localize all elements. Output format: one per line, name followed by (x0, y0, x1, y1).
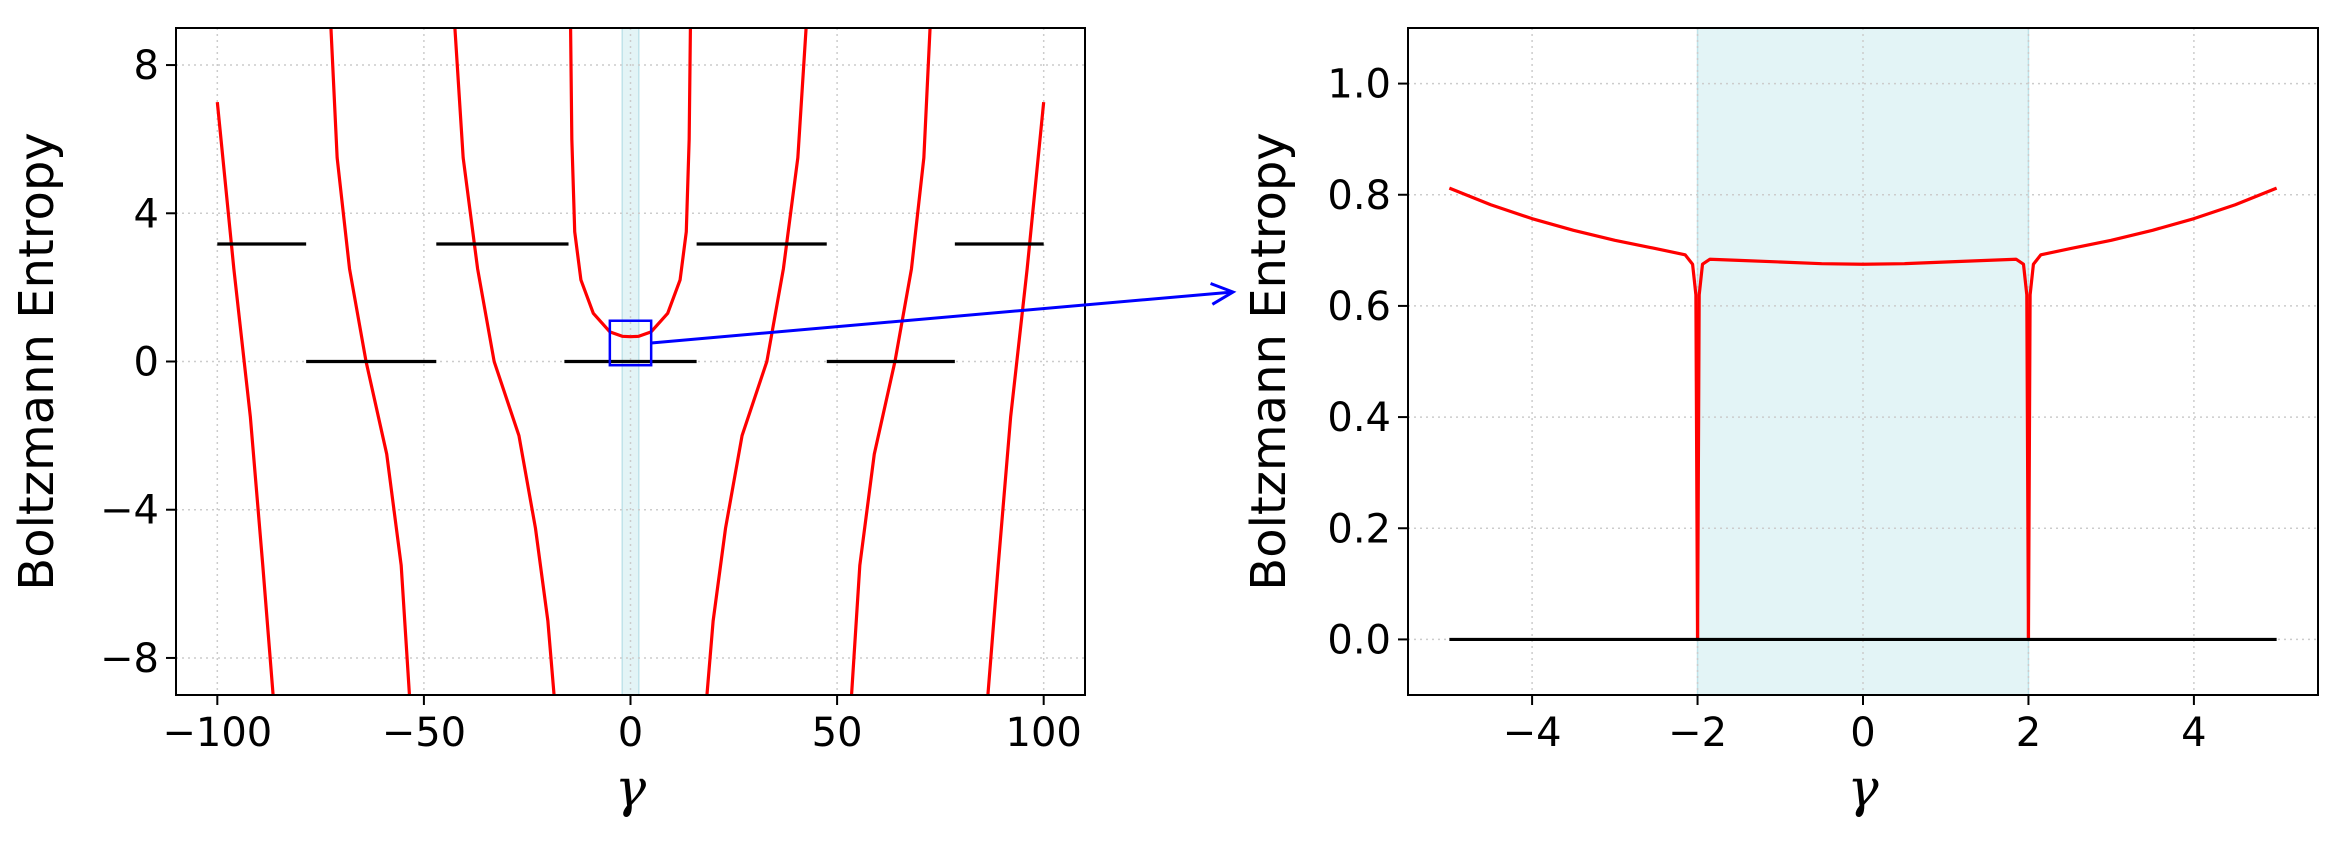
right-red-curve-0 (1448, 186, 1700, 640)
left-x-tick-label: −50 (382, 710, 466, 756)
left-x-tick-label: 100 (1006, 710, 1082, 756)
left-red-curve-4 (705, 27, 808, 696)
left-y-tick-label: −4 (100, 488, 159, 534)
left-series (215, 27, 1046, 696)
left-x-tick-label: −100 (162, 710, 272, 756)
right-y-tick-label: 1.0 (1327, 62, 1391, 108)
right-y-axis-label: Boltzmann Entropy (1241, 132, 1297, 590)
left-y-tick-label: 8 (134, 43, 159, 89)
left-x-axis-label: γ (615, 759, 647, 819)
right-y-tick-label: 0.2 (1327, 506, 1391, 552)
right-x-tick-label: −2 (1668, 710, 1727, 756)
left-red-curve-6 (986, 101, 1046, 696)
right-shaded-region (1696, 28, 2030, 695)
right-red-curve-2 (2026, 186, 2278, 640)
right-y-tick-label: 0.4 (1327, 395, 1391, 441)
right-shaded-band (1697, 28, 2029, 695)
left-y-axis-label: Boltzmann Entropy (9, 132, 65, 590)
right-y-tick-label: 0.6 (1327, 284, 1391, 330)
right-x-tick-label: 0 (1850, 710, 1875, 756)
right-y-tick-label: 0.0 (1327, 617, 1391, 663)
left-x-tick-label: 0 (618, 710, 643, 756)
zoom-arrow-head (1210, 282, 1237, 306)
left-x-ticks: −100 −50 0 50 100 (162, 695, 1082, 756)
zoom-arrow-line (651, 290, 1234, 345)
right-y-ticks: 0.0 0.2 0.4 0.6 0.8 1.0 (1327, 62, 1408, 663)
left-red-curve-2 (453, 27, 556, 696)
zoom-box (608, 319, 653, 367)
left-annotations (608, 319, 653, 367)
right-x-axis-label: γ (1847, 759, 1879, 819)
right-x-ticks: −4 −2 0 2 4 (1503, 695, 2207, 756)
zoom-connector (651, 282, 1237, 345)
left-x-tick-label: 50 (812, 710, 863, 756)
left-chart-panel: −100 −50 0 50 100 −8 −4 0 4 8 γ Boltzmann Entrop… (9, 27, 1086, 819)
right-chart-panel: −4 −2 0 2 4 0.0 0.2 0.4 0.6 0.8 1.0 γ Boltzmann E… (1241, 27, 2319, 819)
left-y-tick-label: 4 (134, 191, 159, 237)
right-red-curve-1 (1695, 257, 2031, 640)
right-x-tick-label: 4 (2181, 710, 2206, 756)
left-y-ticks: −8 −4 0 4 8 (100, 43, 176, 682)
right-y-tick-label: 0.8 (1327, 173, 1391, 219)
left-red-curve-3 (568, 27, 693, 339)
left-red-curve-0 (215, 101, 275, 696)
left-y-tick-label: 0 (134, 340, 159, 386)
right-x-tick-label: −4 (1503, 710, 1562, 756)
left-y-tick-label: −8 (100, 636, 159, 682)
right-x-tick-label: 2 (2016, 710, 2041, 756)
right-series (1448, 186, 2278, 642)
